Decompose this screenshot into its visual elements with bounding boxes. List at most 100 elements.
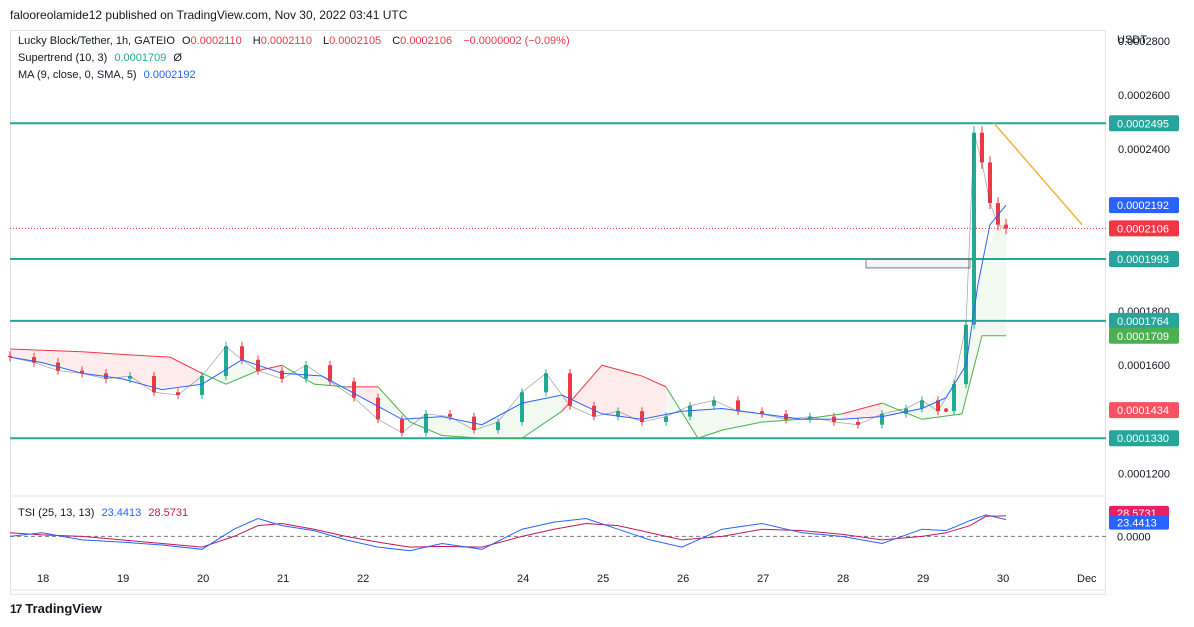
candle-body-13[interactable] [304, 365, 308, 379]
price-tick-4: 0.0001600 [1118, 360, 1170, 372]
supertrend-fill-15 [562, 365, 602, 414]
candle-body-23[interactable] [544, 373, 548, 393]
supertrend-fill-19 [698, 408, 722, 439]
time-tick-7: 26 [677, 573, 689, 585]
price-label-box-4 [1109, 312, 1179, 329]
time-tick-1: 19 [117, 573, 129, 585]
candle-body-10[interactable] [240, 346, 244, 360]
candle-body-17[interactable] [400, 419, 404, 433]
price-label-6: 0.0001434 [1117, 405, 1169, 417]
price-label-7: 0.0001330 [1117, 433, 1169, 445]
candle-body-9[interactable] [224, 346, 228, 377]
tsi-tick-1: 23.4413 [1117, 518, 1157, 530]
tsi-value: 23.4413 [101, 507, 142, 519]
candle-body-0[interactable] [8, 355, 12, 358]
supertrend-segment-4 [201, 372, 227, 385]
candle-body-8[interactable] [200, 376, 204, 395]
candle-body-12[interactable] [280, 370, 284, 379]
supertrend-segment-23 [841, 402, 883, 415]
candle-body-21[interactable] [496, 422, 500, 431]
price-label-1: 0.0002192 [1117, 200, 1169, 212]
time-tick-10: 29 [917, 573, 929, 585]
supertrend-segment-21 [761, 418, 803, 423]
candle-body-40[interactable] [936, 400, 940, 412]
time-tick-9: 28 [837, 573, 849, 585]
tsi-tick-2: 0.0000 [1117, 531, 1151, 543]
candle-body-6[interactable] [152, 376, 156, 393]
legend-supertrend: Supertrend (10, 3) 0.0001709 Ø [18, 52, 186, 64]
candle-body-5[interactable] [128, 376, 132, 379]
currency-label: USDT [1117, 34, 1147, 46]
supertrend-label[interactable]: Supertrend (10, 3) [18, 52, 108, 64]
candle-body-7[interactable] [176, 392, 180, 395]
tsi-label[interactable]: TSI (25, 13, 13) [18, 507, 95, 519]
supertrend-fill-12 [442, 416, 482, 439]
candle-body-38[interactable] [904, 408, 908, 414]
supertrend-fill-14 [522, 395, 562, 439]
candle-body-36[interactable] [856, 422, 860, 425]
tsi-signal-line[interactable] [9, 515, 1007, 548]
candle-body-39[interactable] [920, 400, 924, 409]
tsi-line[interactable] [9, 514, 1007, 552]
price-label-0: 0.0002495 [1117, 118, 1169, 130]
candle-body-32[interactable] [760, 411, 764, 414]
candle-body-45[interactable] [988, 162, 992, 204]
time-tick-3: 21 [277, 573, 289, 585]
candle-body-3[interactable] [80, 370, 84, 374]
candle-body-18[interactable] [424, 413, 428, 433]
candle-body-30[interactable] [712, 400, 716, 406]
candle-body-1[interactable] [32, 357, 36, 363]
publish-line: falooreolamide12 published on TradingVie… [10, 8, 408, 22]
supertrend-segment-5 [225, 370, 259, 385]
chart-frame[interactable] [10, 30, 1106, 595]
candle-body-26[interactable] [616, 411, 620, 417]
range-box[interactable] [865, 258, 971, 269]
tsi-signal-value: 28.5731 [148, 507, 189, 519]
candle-body-43[interactable] [972, 132, 976, 325]
supertrend-fill-20 [722, 408, 762, 431]
supertrend-fill-2 [122, 354, 170, 389]
candle-body-15[interactable] [352, 381, 356, 398]
candle-body-14[interactable] [328, 365, 332, 382]
open-label: O [181, 35, 191, 47]
candle-body-29[interactable] [688, 405, 692, 417]
ma-value: 0.0002192 [143, 69, 196, 81]
footer-brand[interactable]: 17 TradingView [10, 601, 102, 616]
candle-body-34[interactable] [808, 416, 812, 420]
supertrend-segment-2 [121, 353, 171, 358]
close-label: C [392, 35, 401, 47]
ma-label[interactable]: MA (9, close, 0, SMA, 5) [18, 69, 137, 81]
supertrend-value: 0.0001709 [114, 52, 167, 64]
candle-body-4[interactable] [104, 373, 108, 379]
candle-body-28[interactable] [664, 416, 668, 423]
candle-body-37[interactable] [880, 413, 884, 425]
candle-body-46[interactable] [996, 203, 1000, 225]
candle-body-47[interactable] [1004, 224, 1008, 229]
ma-line[interactable] [9, 204, 1007, 426]
candle-body-44[interactable] [980, 132, 984, 163]
candle-body-31[interactable] [736, 400, 740, 412]
price-label-box-5 [1109, 327, 1179, 344]
high-label: H [252, 35, 261, 47]
candle-body-25[interactable] [592, 405, 596, 417]
candle-body-42[interactable] [964, 324, 968, 385]
symbol-label[interactable]: Lucky Block/Tether, 1h, GATEIO [18, 35, 175, 47]
supertrend-segment-0 [9, 348, 83, 353]
supertrend-fill-16 [602, 365, 642, 420]
supertrend-fill-17 [642, 376, 666, 420]
price-tick-2: 0.0002400 [1118, 144, 1170, 156]
candle-body-24[interactable] [568, 373, 572, 406]
supertrend-segment-18 [665, 386, 699, 439]
trendline[interactable] [993, 122, 1083, 226]
candle-body-22[interactable] [520, 392, 524, 423]
candle-body-16[interactable] [376, 397, 380, 420]
candle-body-33[interactable] [784, 413, 788, 420]
supertrend-fill-27 [982, 205, 1006, 336]
supertrend-segment-12 [441, 435, 483, 439]
candle-body-41[interactable] [952, 384, 956, 412]
supertrend-segment-26 [961, 335, 983, 415]
candle-body-19[interactable] [448, 413, 452, 417]
candle-body-27[interactable] [640, 411, 644, 423]
tsi-label-box-1 [1109, 515, 1169, 530]
